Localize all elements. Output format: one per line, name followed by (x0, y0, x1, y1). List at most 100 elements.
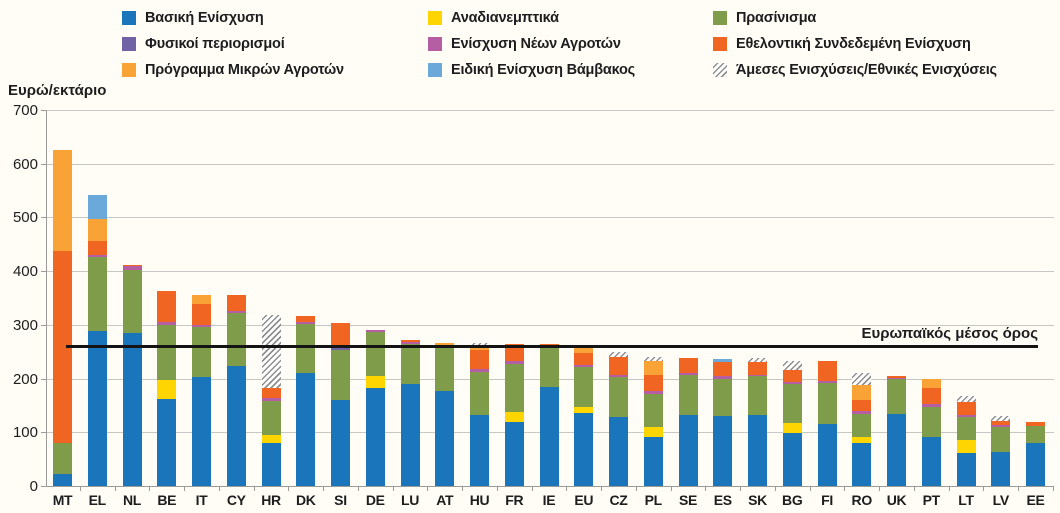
bar-segment-basic (1026, 442, 1045, 486)
legend-label-vcs: Εθελοντική Συνδεδεμένη Ενίσχυση (736, 35, 971, 52)
y-tick-label-300: 300 (12, 316, 38, 334)
bar-segment-vcs (226, 294, 246, 312)
bar-segment-greening (991, 427, 1011, 452)
bar-segment-young (296, 322, 316, 325)
bar-pl (643, 0, 663, 486)
bar-segment-greening (713, 378, 733, 417)
x-tick-19 (740, 486, 742, 491)
x-tick-label-lv: LV (992, 492, 1010, 508)
bar-segment-greening (261, 401, 281, 435)
bar-segment-young (157, 321, 177, 325)
legend-label-redistributive: Αναδιανεμπτικά (451, 9, 559, 26)
y-tick-100 (41, 432, 46, 434)
legend-label-cotton: Ειδική Ενίσχυση Βάμβακος (451, 61, 635, 78)
bar-segment-young (122, 266, 142, 270)
bar-segment-national (748, 358, 767, 363)
x-tick-7 (323, 486, 325, 491)
bar-segment-basic (887, 413, 906, 486)
bar-pt (921, 0, 941, 486)
x-tick-label-de: DE (365, 492, 385, 508)
x-tick-16 (635, 486, 637, 491)
y-tick-label-700: 700 (12, 102, 38, 119)
bar-segment-greening (53, 442, 72, 475)
y-axis-line (46, 110, 47, 486)
x-tick-label-cy: CY (226, 492, 246, 508)
x-tick-label-ee: EE (1026, 492, 1045, 508)
gridline-600 (46, 163, 1054, 165)
x-tick-17 (670, 486, 672, 491)
bar-segment-basic (991, 451, 1011, 486)
bar-segment-vcs (1026, 421, 1045, 426)
x-tick-label-si: SI (334, 492, 347, 508)
bar-segment-vcs (470, 350, 489, 370)
x-tick-26 (983, 486, 985, 491)
x-tick-11 (462, 486, 464, 491)
bar-segment-young (921, 404, 941, 407)
bar-segment-basic (87, 331, 107, 486)
chart-legend: Βασική Ενίσχυση Αναδιανεμπτικά Πρασίνισμα Φ… (122, 7, 997, 80)
x-tick-label-fr: FR (505, 492, 524, 508)
bar-segment-basic (365, 387, 385, 486)
y-tick-700 (41, 110, 46, 111)
bar-segment-vcs (852, 400, 872, 412)
bar-segment-young (817, 381, 837, 384)
bar-segment-redistributive (157, 380, 177, 399)
bar-segment-vcs (817, 361, 837, 382)
bar-segment-greening (122, 269, 142, 333)
bar-segment-greening (435, 347, 455, 391)
legend-swatch-greening-icon (713, 10, 727, 25)
x-tick-label-pl: PL (644, 492, 663, 508)
x-tick-15 (601, 486, 603, 491)
bar-segment-small (470, 347, 489, 351)
bar-segment-national (609, 351, 628, 357)
bar-cz (609, 0, 628, 486)
bar-segment-vcs (192, 303, 211, 325)
bar-nl (122, 0, 142, 486)
x-tick-label-hr: HR (261, 492, 281, 508)
bar-segment-young (748, 374, 767, 376)
bar-segment-redistributive (504, 411, 524, 422)
bar-segment-greening (956, 416, 976, 440)
bar-segment-redistributive (643, 426, 663, 437)
bar-segment-greening (157, 324, 177, 381)
bar-segment-vcs (87, 240, 107, 255)
legend-item-small: Πρόγραμμα Μικρών Αγροτών (122, 59, 428, 80)
bar-segment-greening (331, 350, 350, 401)
bar-segment-redistributive (782, 422, 802, 434)
x-tick-8 (357, 486, 359, 491)
bar-lt (956, 0, 976, 486)
y-tick-label-100: 100 (12, 424, 38, 442)
legend-item-anc: Φυσικοί περιορισμοί (122, 33, 428, 54)
bar-segment-basic (609, 416, 628, 486)
bar-segment-basic (817, 424, 837, 486)
bar-segment-basic (192, 376, 211, 486)
bar-segment-redistributive (365, 375, 385, 388)
bar-segment-young (400, 341, 420, 345)
x-tick-label-uk: UK (886, 492, 907, 508)
bar-segment-basic (435, 390, 455, 486)
bar-segment-greening (296, 324, 316, 373)
bar-segment-small (435, 343, 455, 346)
bar-segment-greening (400, 344, 420, 384)
bar-segment-vcs (643, 374, 663, 391)
x-tick-label-pt: PT (922, 492, 941, 508)
bar-segment-basic (296, 372, 316, 486)
bar-segment-national (261, 315, 281, 388)
bar-segment-basic (782, 433, 802, 486)
x-tick-14 (566, 486, 568, 491)
bar-segment-national (643, 357, 663, 361)
legend-item-redistributive: Αναδιανεμπτικά (428, 7, 713, 28)
bar-segment-greening (887, 379, 906, 414)
bar-segment-young (87, 254, 107, 258)
x-tick-label-hu: HU (469, 492, 490, 508)
bar-segment-young (678, 373, 698, 376)
bar-segment-vcs (921, 387, 941, 405)
y-tick-label-400: 400 (12, 263, 38, 281)
bar-segment-redistributive (956, 439, 976, 454)
bar-segment-vcs (887, 375, 906, 379)
x-tick-label-cz: CZ (609, 492, 628, 508)
bar-segment-basic (400, 383, 420, 486)
legend-item-young: Ενίσχυση Νέων Αγροτών (428, 33, 713, 54)
legend-swatch-basic-icon (122, 10, 136, 25)
bar-segment-redistributive (852, 437, 872, 444)
